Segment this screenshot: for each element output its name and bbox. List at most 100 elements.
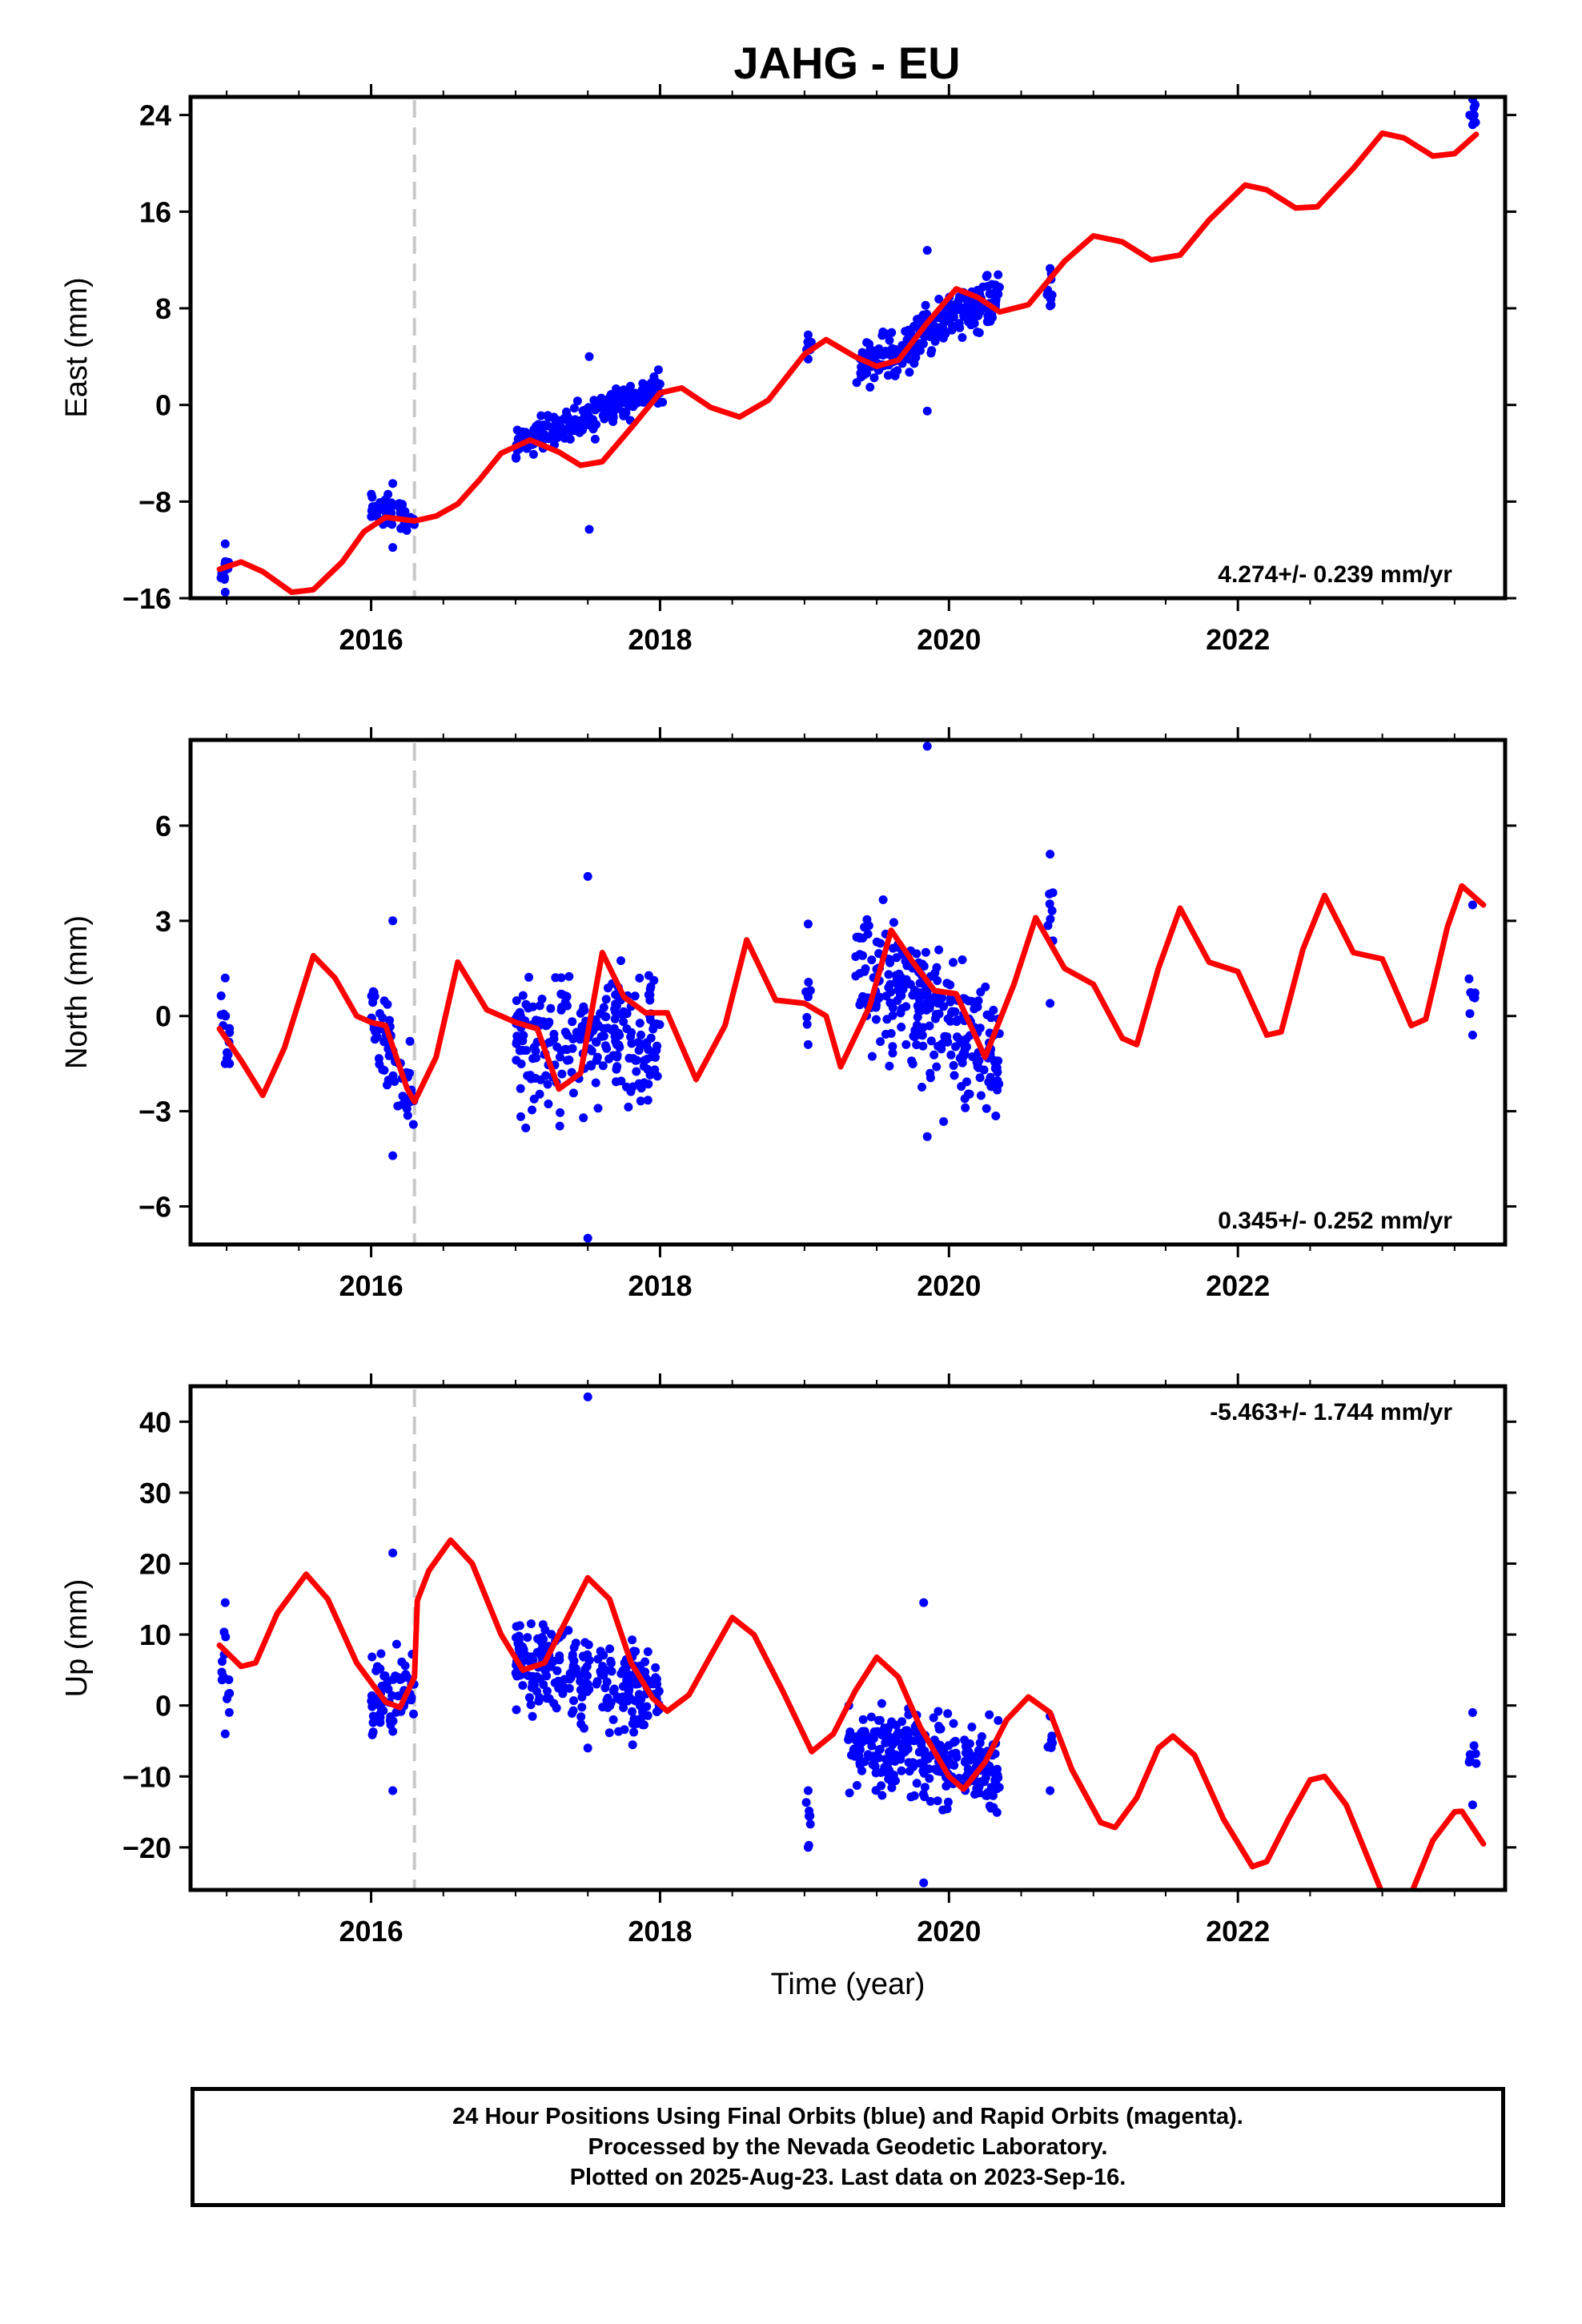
north-point xyxy=(968,1052,978,1061)
up-point xyxy=(534,1696,544,1706)
east-point xyxy=(592,400,600,410)
up-point xyxy=(974,1788,984,1798)
east-point xyxy=(383,489,393,499)
up-point xyxy=(568,1668,577,1678)
north-point xyxy=(951,1042,960,1051)
north-point xyxy=(512,1031,522,1041)
up-ytick-label: 10 xyxy=(139,1618,171,1651)
east-point xyxy=(857,362,866,372)
up-point xyxy=(608,1687,618,1696)
north-point xyxy=(528,1105,536,1115)
up-point xyxy=(583,1743,592,1753)
up-point xyxy=(538,1620,548,1630)
north-point xyxy=(975,1073,985,1083)
east-xtick-label: 2018 xyxy=(628,623,692,656)
east-ytick-label: 8 xyxy=(155,292,171,325)
up-point xyxy=(887,1750,897,1759)
east-point xyxy=(220,539,230,549)
east-point xyxy=(903,326,913,336)
east-point xyxy=(649,372,659,381)
north-point xyxy=(388,1151,398,1160)
east-point xyxy=(367,512,376,521)
up-point xyxy=(388,1786,398,1795)
north-point xyxy=(616,956,625,966)
north-point xyxy=(624,1102,633,1112)
north-point xyxy=(1046,915,1055,924)
up-point xyxy=(990,1775,1000,1785)
up-point xyxy=(624,1670,633,1679)
north-point xyxy=(512,1055,521,1065)
east-point xyxy=(972,305,982,315)
north-model-line xyxy=(216,883,1487,1105)
north-point xyxy=(953,1032,962,1042)
east-point xyxy=(866,347,876,356)
east-point xyxy=(388,479,398,489)
east-point xyxy=(626,381,635,391)
up-point xyxy=(855,1759,865,1767)
up-point xyxy=(514,1636,524,1646)
up-point xyxy=(515,1621,524,1630)
up-point xyxy=(926,1796,935,1806)
east-point xyxy=(803,337,813,347)
east-plot-area xyxy=(216,97,1480,598)
north-point xyxy=(871,1015,881,1024)
north-point xyxy=(897,1023,906,1031)
east-point xyxy=(627,389,636,399)
north-point xyxy=(994,1056,1003,1066)
up-point xyxy=(526,1619,536,1629)
north-point xyxy=(568,1043,577,1053)
east-point xyxy=(388,543,398,553)
east-point xyxy=(560,433,569,443)
up-point xyxy=(924,1764,934,1774)
up-point xyxy=(805,1819,815,1829)
up-point xyxy=(852,1781,861,1790)
east-xtick-label: 2022 xyxy=(1206,623,1270,656)
east-point xyxy=(576,416,586,425)
north-point xyxy=(889,918,898,927)
north-point xyxy=(802,1019,812,1029)
north-point xyxy=(885,998,895,1007)
up-point xyxy=(379,1671,389,1681)
north-point xyxy=(543,1019,552,1029)
up-point xyxy=(567,1709,576,1718)
north-point xyxy=(894,984,903,994)
north-point xyxy=(626,1032,636,1042)
up-point xyxy=(965,1739,974,1748)
north-point xyxy=(1468,900,1477,910)
north-point xyxy=(911,1031,920,1039)
north-point xyxy=(986,1013,996,1023)
up-point xyxy=(528,1671,537,1681)
up-point xyxy=(803,1843,813,1852)
north-point xyxy=(378,1013,387,1023)
north-point xyxy=(221,1011,231,1021)
north-point xyxy=(216,991,226,1000)
up-point xyxy=(1047,1731,1057,1741)
up-model-line xyxy=(216,1537,1487,1890)
north-point xyxy=(963,1089,973,1099)
north-frame xyxy=(188,738,1508,1247)
north-point xyxy=(888,1011,897,1020)
up-point xyxy=(367,1696,376,1706)
up-point xyxy=(526,1700,536,1710)
north-point xyxy=(949,958,958,967)
east-ytick-label: 0 xyxy=(155,389,171,422)
north-xtick-label: 2020 xyxy=(917,1269,981,1302)
up-xtick-label: 2020 xyxy=(917,1915,981,1948)
north-point xyxy=(512,996,521,1005)
east-point xyxy=(1465,111,1475,120)
north-point xyxy=(885,1061,894,1071)
east-point xyxy=(641,380,651,390)
north-point xyxy=(543,1080,552,1089)
north-point xyxy=(564,971,574,981)
up-point xyxy=(877,1791,887,1800)
north-point xyxy=(529,1043,539,1052)
east-point xyxy=(584,352,594,361)
north-point xyxy=(934,945,944,955)
north-point xyxy=(949,1061,958,1070)
north-point xyxy=(900,979,909,988)
north-ytick-label: 6 xyxy=(155,810,171,842)
up-point xyxy=(568,1653,577,1662)
up-point xyxy=(368,1727,378,1737)
up-point xyxy=(877,1729,886,1739)
up-point xyxy=(391,1639,401,1649)
